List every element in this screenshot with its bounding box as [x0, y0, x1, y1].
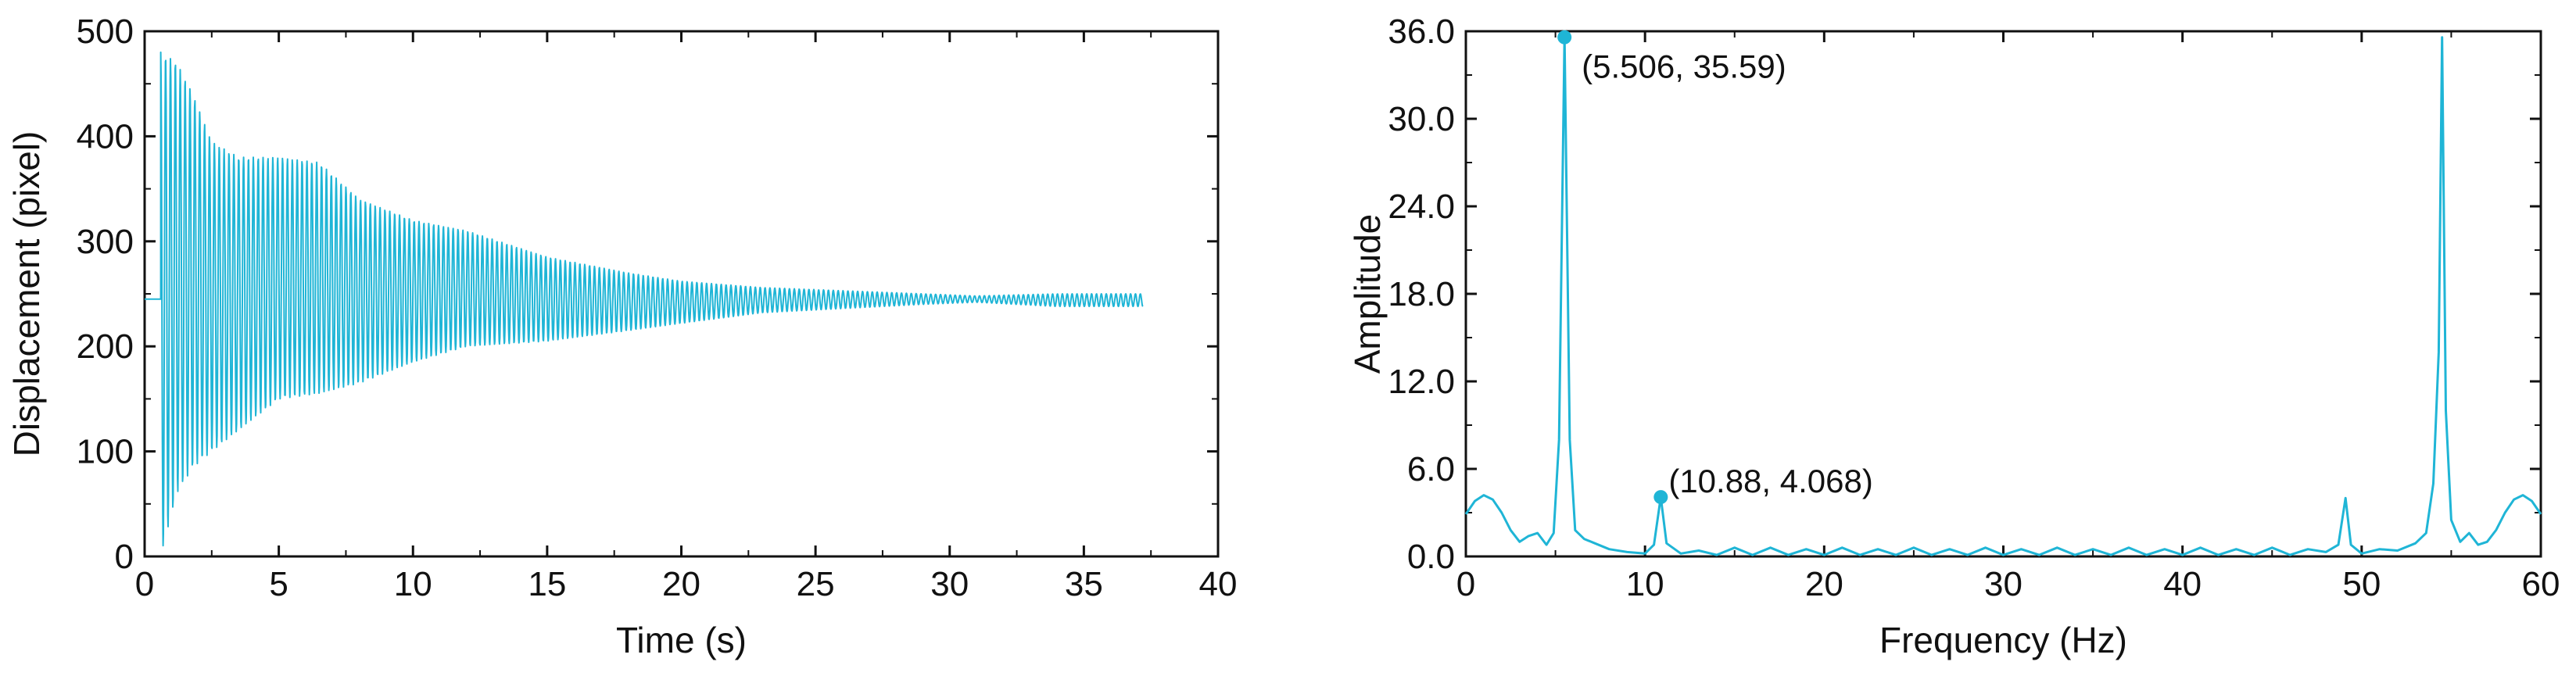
- x-tick-label: 0: [1456, 565, 1475, 603]
- x-tick-label: 15: [528, 565, 566, 603]
- y-tick-label: 300: [77, 223, 134, 261]
- y-tick-label: 0: [115, 538, 134, 576]
- x-tick-label: 0: [135, 565, 154, 603]
- x-tick-label: 40: [1199, 565, 1238, 603]
- y-tick-label: 0.0: [1407, 538, 1455, 576]
- x-tick-label: 50: [2342, 565, 2381, 603]
- y-axis-label: Displacement (pixel): [6, 131, 47, 457]
- y-tick-label: 24.0: [1388, 188, 1455, 226]
- displacement-series-line: [145, 51, 1144, 547]
- x-tick-label: 20: [1805, 565, 1843, 603]
- plot-frame: [1464, 30, 2542, 558]
- peak-marker: [1557, 30, 1572, 45]
- x-tick-label: 60: [2522, 565, 2560, 603]
- y-tick-label: 30.0: [1388, 100, 1455, 138]
- y-tick-label: 200: [77, 327, 134, 366]
- y-tick-label: 400: [77, 117, 134, 156]
- x-tick-label: 5: [269, 565, 288, 603]
- peak-marker: [1653, 490, 1668, 505]
- x-tick-label: 10: [394, 565, 432, 603]
- x-axis-label: Frequency (Hz): [1879, 620, 2127, 660]
- x-tick-label: 40: [2163, 565, 2202, 603]
- x-tick-label: 30: [1984, 565, 2022, 603]
- x-tick-label: 10: [1626, 565, 1664, 603]
- y-tick-label: 6.0: [1407, 450, 1455, 488]
- spectrum-chart: 0 10 20 30 40 50 60 0.0 6.0 12.0 18.0 24.0 30.0 36.0 F…: [1347, 13, 2560, 660]
- x-tick-label: 25: [797, 565, 835, 603]
- peak-annotation: (10.88, 4.068): [1668, 463, 1873, 499]
- x-tick-label: 20: [662, 565, 700, 603]
- y-tick-label: 12.0: [1388, 363, 1455, 401]
- y-tick-label: 18.0: [1388, 275, 1455, 313]
- x-tick-label: 35: [1065, 565, 1103, 603]
- spectrum-series-line: [1464, 36, 2542, 556]
- y-tick-label: 100: [77, 433, 134, 471]
- y-tick-label: 500: [77, 13, 134, 51]
- x-axis-label: Time (s): [616, 620, 747, 660]
- x-tick-label: 30: [930, 565, 969, 603]
- y-tick-label: 36.0: [1388, 13, 1455, 51]
- peak-annotation: (5.506, 35.59): [1582, 48, 1786, 85]
- y-axis-label: Amplitude: [1347, 214, 1388, 374]
